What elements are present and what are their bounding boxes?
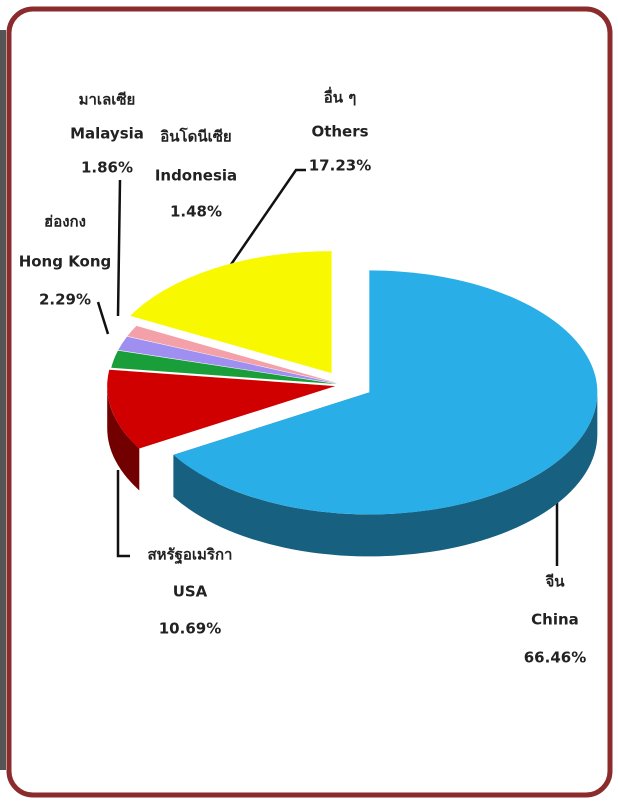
label-thai: มาเลเซีย: [79, 91, 136, 109]
value-label: 10.69%: [159, 620, 221, 638]
value-label: 1.86%: [81, 159, 133, 177]
leader-line: [116, 470, 130, 558]
label-thai: อื่น ๆ: [324, 87, 357, 107]
slice: [127, 325, 338, 384]
side-strip: [0, 30, 6, 770]
label: China: [531, 611, 579, 629]
leader-line: [116, 179, 122, 317]
label: USA: [173, 583, 208, 601]
label: Hong Kong: [19, 253, 112, 271]
label: Others: [311, 123, 368, 141]
label-thai: จีน: [545, 573, 565, 591]
label-thai: ฮ่องกง: [44, 213, 86, 231]
value-label: 2.29%: [39, 291, 91, 309]
slice-side: [107, 386, 140, 491]
pie-tops: [107, 251, 598, 515]
slice: [130, 251, 332, 374]
slice-side: [173, 392, 598, 557]
slice: [173, 270, 598, 515]
label-thai: สหรัฐอเมริกา: [148, 546, 233, 565]
slice: [111, 350, 338, 385]
leader-line: [228, 168, 306, 267]
label-thai: อินโดนีเซีย: [160, 127, 231, 146]
slice: [107, 369, 336, 449]
value-label: 66.46%: [524, 649, 586, 667]
slice: [118, 336, 338, 384]
leader-lines: [96, 168, 559, 566]
value-label: 17.23%: [309, 157, 371, 175]
label: Malaysia: [70, 125, 144, 143]
value-label: 1.48%: [170, 203, 222, 221]
label: Indonesia: [155, 167, 237, 185]
frame: [6, 6, 613, 798]
leader-line: [96, 301, 110, 335]
